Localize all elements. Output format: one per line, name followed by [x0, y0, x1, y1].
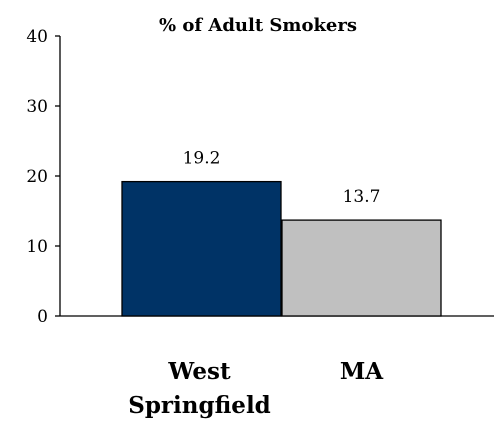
- category-label-1: MA: [340, 358, 384, 385]
- bars-group: [121, 180, 442, 317]
- bar-1: [281, 219, 442, 317]
- data-label-1: 13.7: [343, 187, 381, 207]
- category-label-0: West: [167, 358, 231, 385]
- y-tick-label: 0: [37, 307, 48, 327]
- category-labels-group: West Springfield MA: [128, 358, 384, 419]
- y-tick-label: 10: [26, 237, 48, 257]
- y-tick-label: 30: [26, 97, 48, 117]
- category-label-0: Springfield: [128, 392, 271, 419]
- data-labels-group: 19.2 13.7: [183, 149, 381, 208]
- y-tick-label: 40: [26, 27, 48, 47]
- bar-0: [121, 180, 282, 317]
- chart-title: % of Adult Smokers: [159, 15, 357, 36]
- y-tick-label: 20: [26, 167, 48, 187]
- y-axis-ticks: 0 10 20 30 40: [26, 27, 60, 327]
- data-label-0: 19.2: [183, 149, 221, 169]
